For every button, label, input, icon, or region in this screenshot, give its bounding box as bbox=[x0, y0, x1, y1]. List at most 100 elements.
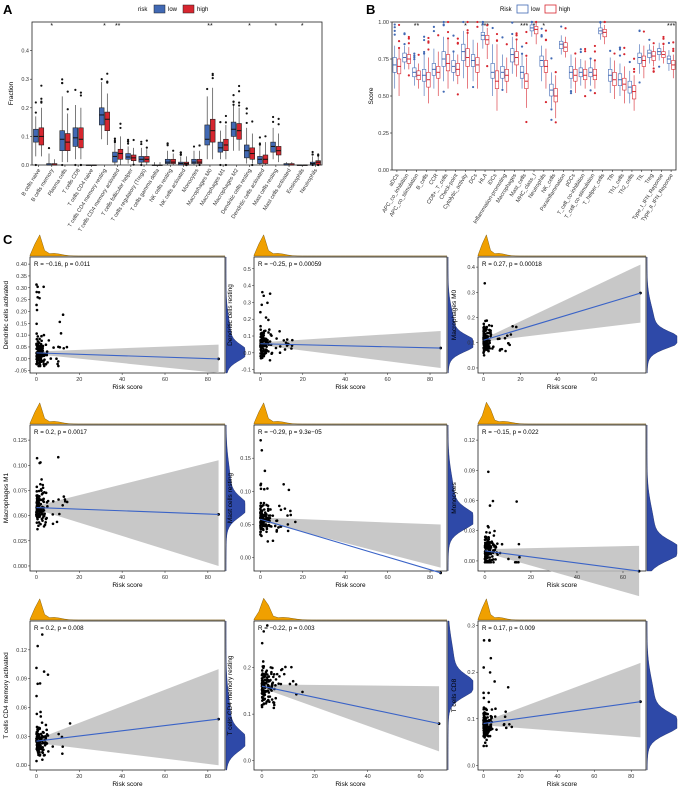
outlier-point bbox=[119, 126, 122, 130]
x-axis-label: Risk score bbox=[112, 384, 143, 391]
outlier-point bbox=[79, 94, 83, 97]
scatter-point bbox=[286, 523, 290, 526]
panel-label-c: C bbox=[3, 232, 13, 247]
outlier-point bbox=[515, 33, 518, 37]
scatter-point bbox=[482, 744, 486, 748]
scatter-point bbox=[38, 727, 41, 731]
outlier-point bbox=[179, 153, 182, 156]
x-tick-label-til: TIL bbox=[636, 173, 645, 183]
outlier-point bbox=[140, 163, 143, 167]
y-marginal-density bbox=[225, 256, 246, 374]
outlier-point bbox=[481, 23, 484, 26]
scatter-point bbox=[274, 696, 278, 700]
outlier-point bbox=[271, 120, 275, 123]
outlier-point bbox=[593, 91, 597, 95]
box-high-ccr bbox=[436, 34, 441, 96]
box-high-cytolytic-activity bbox=[465, 20, 470, 89]
scatter-point bbox=[61, 752, 64, 755]
y-tick-label: 0.5 bbox=[243, 267, 251, 273]
box-low-t-cells-gamma-delta bbox=[151, 162, 158, 166]
box-body bbox=[217, 141, 224, 153]
outlier-point bbox=[520, 45, 524, 48]
scatter-point-outlier bbox=[217, 513, 220, 516]
scatter-point bbox=[269, 678, 272, 682]
outlier-point bbox=[658, 65, 661, 68]
outlier-point bbox=[593, 50, 597, 53]
outlier-point bbox=[407, 42, 410, 45]
outlier-point bbox=[466, 20, 469, 24]
scatter-point bbox=[61, 313, 65, 317]
scatter-point bbox=[260, 448, 264, 452]
box-high-t-cells-gamma-delta bbox=[157, 162, 163, 166]
scatter-point bbox=[40, 736, 43, 740]
scatter-point bbox=[42, 497, 45, 501]
scatter-point bbox=[39, 715, 43, 718]
y-tick-label: 0.00 bbox=[464, 559, 475, 565]
outlier-point bbox=[317, 163, 320, 167]
scatter-point bbox=[42, 514, 46, 518]
scatter-point bbox=[262, 487, 266, 491]
scatter-point bbox=[482, 351, 485, 355]
outlier-point bbox=[61, 78, 64, 81]
scatter-point bbox=[489, 718, 492, 722]
scatter-point bbox=[44, 517, 48, 521]
scatter-point bbox=[486, 560, 489, 564]
correlation-stat: R = −0.25, p = 0.00059 bbox=[258, 261, 322, 268]
y-axis-label: Dendritic cells activated bbox=[3, 280, 10, 349]
outlier-point bbox=[258, 136, 262, 139]
box-high-cd8-t-cells bbox=[445, 20, 451, 89]
scatter-point bbox=[500, 542, 504, 546]
scatter-point bbox=[487, 700, 491, 704]
outlier-point bbox=[423, 52, 426, 55]
outlier-point bbox=[397, 40, 401, 43]
significance-marker: * bbox=[464, 23, 467, 30]
scatter-point bbox=[482, 696, 486, 700]
box-body bbox=[204, 124, 210, 146]
scatter-point bbox=[38, 361, 41, 365]
y-tick-label: 0.06 bbox=[16, 706, 27, 712]
correlation-stat: R = −0.15, p = 0.022 bbox=[482, 429, 539, 436]
scatter-point bbox=[37, 489, 41, 493]
scatter-point bbox=[262, 501, 266, 505]
scatter-point bbox=[51, 745, 55, 748]
outlier-point bbox=[535, 20, 538, 24]
box-low-treg bbox=[647, 38, 652, 64]
box-body bbox=[632, 85, 637, 100]
scatter-point bbox=[270, 698, 274, 701]
box-low-nk-cells-resting bbox=[164, 142, 171, 165]
scatter-point bbox=[38, 514, 42, 517]
scatter-point bbox=[269, 525, 273, 528]
outlier-point bbox=[232, 94, 235, 97]
scatter-point bbox=[38, 348, 41, 351]
outlier-point bbox=[211, 77, 214, 80]
outlier-point bbox=[623, 53, 626, 56]
box-body bbox=[196, 158, 203, 164]
scatter-point bbox=[260, 333, 264, 337]
box-high-mast-cells-activated bbox=[289, 162, 295, 166]
box-low-apc-co-stimulation bbox=[412, 52, 417, 86]
x-marginal-density bbox=[477, 234, 646, 257]
scatter-point bbox=[278, 351, 282, 354]
y-tick-label: 0.12 bbox=[464, 438, 475, 444]
x-tick-label: 60 bbox=[620, 575, 626, 581]
plot-frame bbox=[29, 424, 226, 572]
scatter-point bbox=[260, 669, 264, 672]
scatter-point bbox=[279, 682, 283, 686]
box-low-inflammation-promoting bbox=[500, 36, 505, 91]
outlier-point bbox=[525, 120, 528, 124]
outlier-point bbox=[544, 29, 548, 32]
x-tick-label: 0 bbox=[482, 774, 485, 780]
outlier-point bbox=[423, 35, 426, 38]
x-marginal-density bbox=[253, 234, 447, 257]
outlier-point bbox=[442, 20, 445, 24]
scatter-point bbox=[35, 290, 38, 294]
scatter-point bbox=[38, 682, 42, 685]
scatter-point bbox=[38, 363, 42, 367]
outlier-point bbox=[232, 100, 235, 103]
scatter-point bbox=[65, 500, 69, 504]
regression-line bbox=[261, 685, 440, 725]
outlier-point bbox=[192, 145, 196, 148]
y-tick-label: 0.10 bbox=[240, 489, 251, 495]
outlier-point bbox=[34, 163, 37, 167]
x-tick-label: 40 bbox=[342, 575, 348, 581]
